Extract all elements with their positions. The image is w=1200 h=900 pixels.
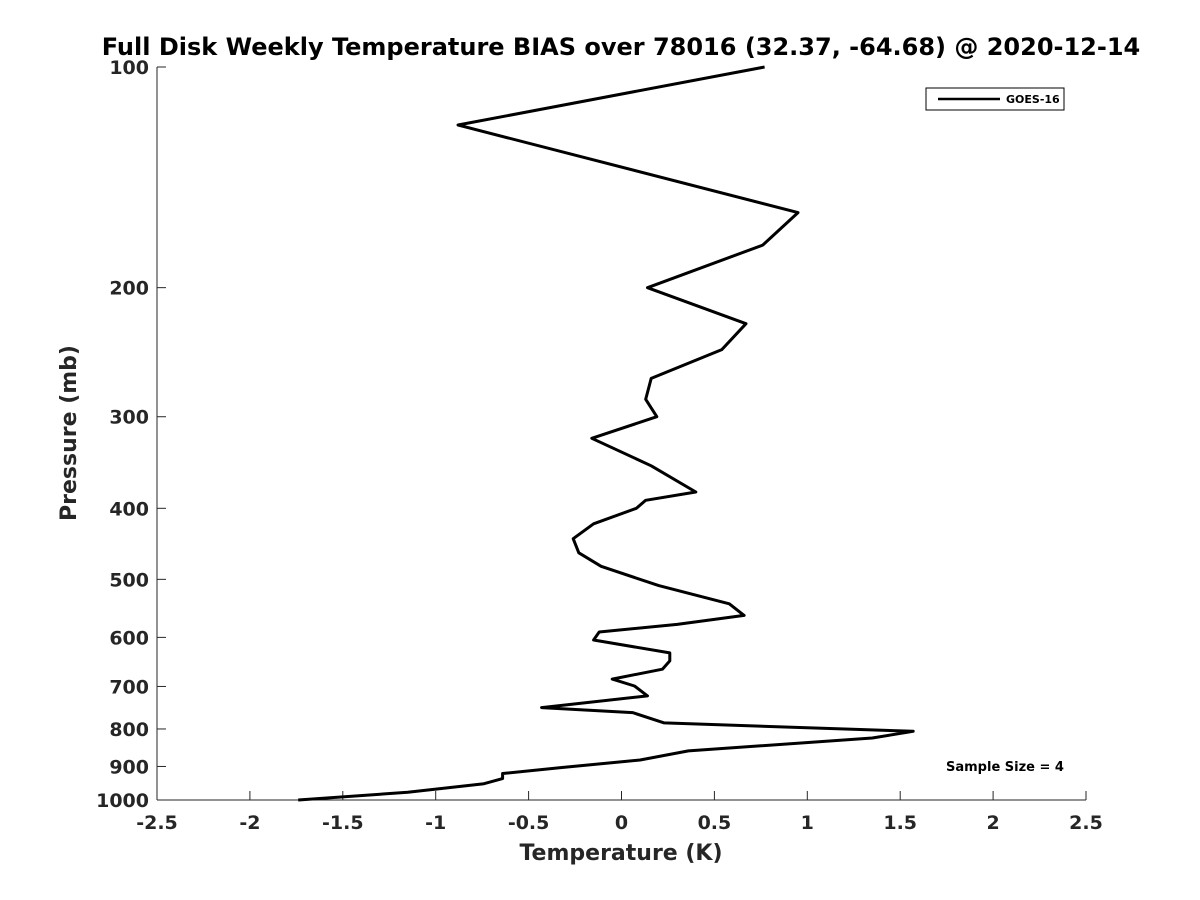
legend-entry-goes-16: GOES-16: [1006, 93, 1060, 106]
x-axis-ticks: -2.5 -2 -1.5 -1 -0.5 0 0.5 1 1.5 2 2.5: [136, 791, 1103, 834]
x-tick-label: 0.5: [698, 812, 732, 834]
x-tick-label: 2: [986, 812, 999, 834]
sample-size-annotation: Sample Size = 4: [946, 760, 1064, 775]
x-tick-label: -1: [425, 812, 446, 834]
series-layer: [298, 65, 915, 802]
y-tick-label: 800: [109, 719, 149, 741]
x-axis-label: Temperature (K): [519, 841, 722, 866]
x-tick-label: -2.5: [136, 812, 178, 834]
x-tick-label: -1.5: [322, 812, 364, 834]
y-tick-label: 600: [109, 627, 149, 649]
y-tick-label: 1000: [96, 790, 149, 812]
y-axis-label: Pressure (mb): [57, 345, 82, 521]
y-tick-label: 400: [109, 498, 149, 520]
x-tick-label: 2.5: [1069, 812, 1103, 834]
y-tick-label: 700: [109, 676, 149, 698]
x-tick-label: 1.5: [883, 812, 917, 834]
y-tick-label: 500: [109, 569, 149, 591]
y-tick-label: 900: [109, 756, 149, 778]
y-axis-ticks: 100 200 300 400 500 600 700 800 900 1000: [96, 57, 166, 812]
x-tick-label: 1: [801, 812, 814, 834]
chart-title: Full Disk Weekly Temperature BIAS over 7…: [102, 33, 1141, 61]
y-tick-label: 300: [109, 407, 149, 429]
plot-area: [157, 67, 1086, 800]
y-tick-label: 100: [109, 57, 149, 79]
y-tick-label: 200: [109, 278, 149, 300]
x-tick-label: -0.5: [508, 812, 550, 834]
series-line-goes-16: [298, 65, 915, 802]
legend: GOES-16: [925, 87, 1065, 111]
x-tick-label: -2: [239, 812, 260, 834]
x-tick-label: 0: [615, 812, 628, 834]
